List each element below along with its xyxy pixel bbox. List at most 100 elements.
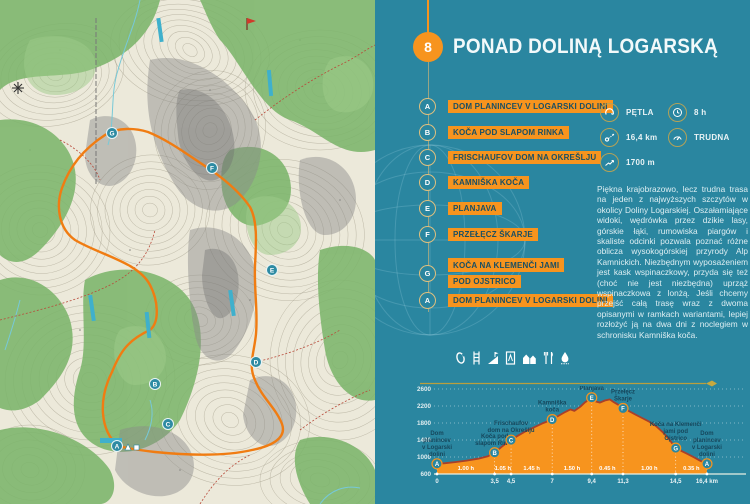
- waypoint-label: PRZEŁĘCZ ŠKARJE: [448, 227, 538, 242]
- waypoint-label: FRISCHAUFOV DOM NA OKREŠLJU: [448, 150, 602, 165]
- waypoint-letter-badge: E: [419, 200, 436, 217]
- svg-text:600: 600: [420, 471, 431, 478]
- map-marker-D: D: [250, 356, 262, 368]
- svg-text:B: B: [492, 451, 497, 457]
- svg-text:9,4: 9,4: [588, 479, 597, 485]
- svg-text:A: A: [705, 462, 710, 468]
- svg-text:4,5: 4,5: [507, 479, 516, 485]
- svg-text:Przełęcz: Przełęcz: [611, 390, 635, 396]
- svg-text:16,4 km: 16,4 km: [696, 479, 718, 485]
- svg-text:Ojstrico: Ojstrico: [664, 436, 687, 442]
- waypoint-list-item-F: F PRZEŁĘCZ ŠKARJE: [419, 226, 538, 243]
- svg-text:dolini: dolini: [699, 452, 715, 458]
- segment-time-label: 0.35 h: [683, 466, 700, 472]
- svg-text:Planjava: Planjava: [580, 386, 605, 392]
- svg-text:planincev: planincev: [423, 438, 451, 444]
- topo-map: A B C D E F G: [0, 0, 375, 504]
- waypoint-list-item-B: B KOČA POD SLAPOM RINKA: [419, 124, 570, 141]
- svg-text:slapom Rinka: slapom Rinka: [475, 441, 515, 447]
- flag-slope-icon: [488, 352, 499, 364]
- map-waypoint-markers: A B C D E F G: [106, 127, 278, 452]
- streams: [4, 0, 361, 504]
- segment-time-label: 1.05 h: [495, 466, 512, 472]
- stat-route-type: PĘTLA: [600, 103, 654, 122]
- waypoint-label-line: DOM PLANINCEV V LOGARSKI DOLINI: [448, 99, 613, 114]
- stat-difficulty: TRUDNA: [668, 128, 730, 147]
- segment-time-label: 1.00 h: [458, 466, 475, 472]
- ladder-icon: [473, 351, 480, 365]
- waypoint-label: PLANJAVA: [448, 201, 502, 216]
- waypoint-letter-badge: B: [419, 124, 436, 141]
- chart-waypoint-E: Planjava E: [580, 386, 605, 404]
- waypoint-label-line: DOM PLANINCEV V LOGARSKI DOLINI: [448, 293, 613, 308]
- waypoint-label-line: KOČA NA KLEMENČI JAMI: [448, 258, 565, 272]
- segment-time-label: 0.45 h: [599, 466, 616, 472]
- map-label-chips: [88, 17, 274, 443]
- segment-time-label: 1.50 h: [564, 466, 581, 472]
- svg-text:Škarje: Škarje: [614, 395, 633, 403]
- waypoint-label: KOČA NA KLEMENČI JAMI POD OJSTRICO: [448, 258, 565, 288]
- svg-text:G: G: [109, 130, 114, 137]
- loop-icon: [600, 103, 619, 122]
- trailhead-icons: [124, 443, 140, 451]
- carabiner-icon: [456, 352, 466, 364]
- page-title: PONAD DOLINĄ LOGARSKĄ: [453, 35, 719, 58]
- map-marker-G: G: [106, 127, 118, 139]
- svg-text:A: A: [435, 462, 440, 468]
- svg-text:Dom: Dom: [430, 431, 443, 437]
- svg-text:1000: 1000: [417, 454, 432, 461]
- svg-text:koča: koča: [545, 408, 559, 414]
- hut-icon: [523, 354, 536, 364]
- svg-text:E: E: [590, 396, 594, 402]
- svg-text:1400: 1400: [417, 437, 432, 444]
- ascent-icon: [600, 153, 619, 172]
- waypoint-letter-badge: D: [419, 174, 436, 191]
- svg-text:dom na Okrešlju: dom na Okrešlju: [488, 428, 535, 434]
- route-connector-line: [427, 0, 429, 33]
- waypoint-label-line: KAMNIŠKA KOČA: [448, 175, 530, 190]
- svg-text:3,5: 3,5: [490, 479, 499, 485]
- map-marker-A: A: [111, 440, 123, 452]
- svg-text:11,3: 11,3: [617, 479, 629, 485]
- compass-icon: [12, 82, 24, 94]
- map-marker-C: C: [162, 418, 174, 430]
- waypoint-list-item-D: D KAMNIŠKA KOČA: [419, 174, 530, 191]
- summit-flag-icon: [246, 18, 256, 30]
- svg-text:Dom: Dom: [700, 431, 713, 437]
- svg-text:A: A: [115, 443, 120, 450]
- svg-text:2600: 2600: [417, 386, 432, 393]
- forest-areas-light: [24, 36, 374, 385]
- waypoint-label: DOM PLANINCEV V LOGARSKI DOLINI: [448, 99, 613, 114]
- svg-text:C: C: [166, 421, 171, 428]
- svg-text:Kamniška: Kamniška: [538, 401, 567, 407]
- waypoint-list-item-E: E PLANJAVA: [419, 200, 502, 217]
- waypoint-list-item-A: A DOM PLANINCEV V LOGARSKI DOLINI: [419, 292, 613, 309]
- section-divider-line: [420, 380, 717, 387]
- stat-time: 8 h: [668, 103, 706, 122]
- waypoint-label: KAMNIŠKA KOČA: [448, 175, 530, 190]
- waypoint-label: DOM PLANINCEV V LOGARSKI DOLINI: [448, 293, 613, 308]
- svg-text:v Logarski: v Logarski: [692, 445, 722, 451]
- marked-trails: [0, 44, 375, 504]
- waypoint-label-line: FRISCHAUFOV DOM NA OKREŠLJU: [448, 150, 602, 165]
- via-ferrata-set-icon: [505, 351, 516, 365]
- waypoint-label-line: POD OJSTRICO: [448, 274, 521, 288]
- svg-text:planincev: planincev: [693, 438, 721, 444]
- svg-text:B: B: [153, 381, 158, 388]
- waypoint-letter-badge: G: [419, 264, 436, 282]
- time-icon: [668, 103, 687, 122]
- svg-text:1800: 1800: [417, 420, 432, 427]
- svg-text:D: D: [550, 418, 555, 424]
- waypoint-letter-badge: F: [419, 226, 436, 243]
- waypoint-letter-badge: C: [419, 149, 436, 166]
- rocky-areas: [85, 58, 356, 497]
- food-icon: [543, 352, 553, 364]
- svg-text:F: F: [210, 165, 214, 172]
- elevation-profile-chart: 2600 2200 1800 1400 1000 600 0 3,5 4,5 7 9,4 11,3 14…: [408, 386, 750, 504]
- stat-ascent: 1700 m: [600, 153, 655, 172]
- svg-text:0: 0: [435, 479, 439, 485]
